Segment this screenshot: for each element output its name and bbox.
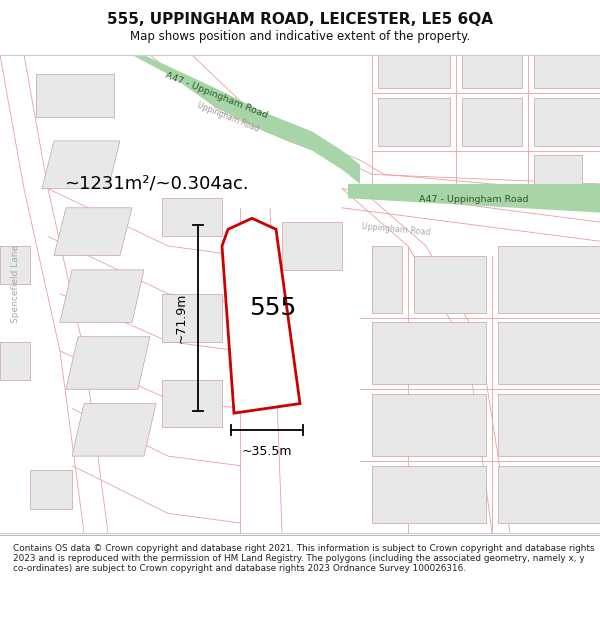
Polygon shape <box>378 98 450 146</box>
Text: Contains OS data © Crown copyright and database right 2021. This information is : Contains OS data © Crown copyright and d… <box>13 544 595 573</box>
Polygon shape <box>372 394 486 456</box>
Text: 555: 555 <box>250 296 296 320</box>
Polygon shape <box>462 55 522 88</box>
Polygon shape <box>372 466 486 523</box>
Text: 555, UPPINGHAM ROAD, LEICESTER, LE5 6QA: 555, UPPINGHAM ROAD, LEICESTER, LE5 6QA <box>107 12 493 27</box>
Polygon shape <box>282 222 342 270</box>
Polygon shape <box>498 322 600 384</box>
Polygon shape <box>222 218 300 413</box>
Polygon shape <box>372 322 486 384</box>
Text: ~71.9m: ~71.9m <box>175 292 188 342</box>
Polygon shape <box>414 256 486 313</box>
Polygon shape <box>30 471 72 509</box>
Polygon shape <box>162 380 222 428</box>
Polygon shape <box>498 394 600 456</box>
Text: Map shows position and indicative extent of the property.: Map shows position and indicative extent… <box>130 30 470 43</box>
Polygon shape <box>72 404 156 456</box>
Polygon shape <box>534 98 600 146</box>
Polygon shape <box>66 337 150 389</box>
Text: ~1231m²/~0.304ac.: ~1231m²/~0.304ac. <box>64 175 248 193</box>
Polygon shape <box>372 246 402 313</box>
Text: Spencefield Lane: Spencefield Lane <box>11 245 20 323</box>
Polygon shape <box>348 184 600 213</box>
Text: A47 - Uppingham Road: A47 - Uppingham Road <box>419 195 529 204</box>
Polygon shape <box>498 466 600 523</box>
Polygon shape <box>0 341 30 380</box>
Text: Uppingham Road: Uppingham Road <box>196 101 260 134</box>
Text: ~35.5m: ~35.5m <box>242 445 292 458</box>
Polygon shape <box>534 155 582 184</box>
Text: A47 - Uppingham Road: A47 - Uppingham Road <box>164 71 268 120</box>
Polygon shape <box>498 246 600 313</box>
Polygon shape <box>60 270 144 322</box>
Text: Uppingham Road: Uppingham Road <box>361 222 431 237</box>
Polygon shape <box>534 55 600 88</box>
Polygon shape <box>162 198 222 236</box>
Polygon shape <box>36 74 114 117</box>
Polygon shape <box>132 55 360 184</box>
Polygon shape <box>42 141 120 189</box>
Polygon shape <box>54 208 132 256</box>
Polygon shape <box>462 98 522 146</box>
Polygon shape <box>162 294 222 341</box>
Polygon shape <box>0 246 30 284</box>
Polygon shape <box>378 55 450 88</box>
